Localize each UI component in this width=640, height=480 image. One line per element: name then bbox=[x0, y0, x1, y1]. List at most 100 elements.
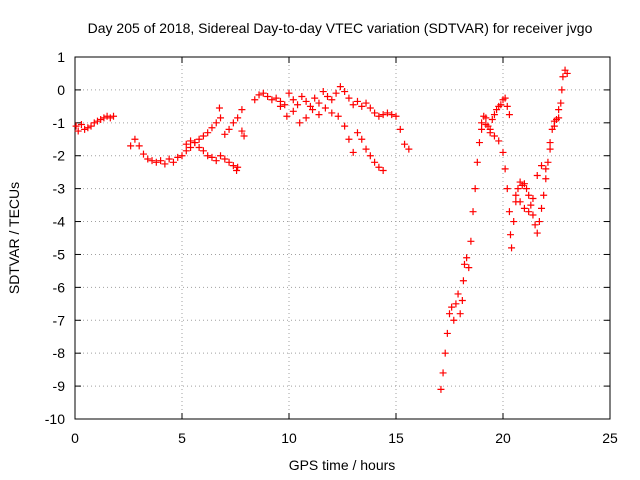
data-point bbox=[178, 152, 186, 160]
data-point bbox=[471, 185, 479, 193]
data-point bbox=[259, 89, 267, 97]
data-point bbox=[81, 125, 89, 133]
data-point bbox=[546, 145, 554, 153]
data-point bbox=[456, 310, 464, 318]
x-tick-label: 10 bbox=[281, 430, 297, 446]
data-point bbox=[501, 94, 509, 102]
data-point bbox=[276, 102, 284, 110]
data-point bbox=[463, 254, 471, 262]
data-point bbox=[441, 349, 449, 357]
x-tick-label: 20 bbox=[495, 430, 511, 446]
data-point bbox=[84, 124, 92, 132]
data-point bbox=[482, 114, 490, 122]
y-tick-label: -3 bbox=[53, 181, 66, 197]
data-point bbox=[110, 112, 118, 120]
plot-frame bbox=[74, 56, 611, 420]
data-point bbox=[341, 88, 349, 96]
y-tick-label: 0 bbox=[57, 82, 65, 98]
data-point bbox=[345, 94, 353, 102]
data-point bbox=[525, 208, 533, 216]
data-point bbox=[358, 135, 366, 143]
data-point bbox=[349, 148, 357, 156]
y-tick-label: -7 bbox=[53, 312, 66, 328]
data-point bbox=[215, 104, 223, 112]
data-point bbox=[349, 101, 357, 109]
data-point bbox=[341, 122, 349, 130]
tick-layer bbox=[74, 56, 611, 420]
data-point bbox=[87, 122, 95, 130]
y-tick-label: -4 bbox=[53, 214, 66, 230]
data-point bbox=[187, 144, 195, 151]
series-segment-8 bbox=[512, 106, 563, 216]
data-point bbox=[251, 96, 259, 104]
data-point bbox=[362, 99, 370, 107]
data-point bbox=[353, 129, 361, 137]
data-point bbox=[315, 99, 323, 107]
series-segment-1 bbox=[72, 112, 118, 135]
data-point bbox=[375, 112, 383, 120]
data-point bbox=[439, 369, 447, 377]
data-point bbox=[544, 158, 552, 166]
data-point bbox=[97, 116, 105, 124]
data-point bbox=[505, 111, 513, 119]
data-point bbox=[405, 145, 413, 153]
data-point bbox=[437, 385, 445, 393]
data-point bbox=[467, 237, 475, 245]
series-segment-2 bbox=[127, 106, 248, 168]
data-point bbox=[542, 165, 550, 173]
data-point bbox=[161, 160, 169, 168]
data-point bbox=[540, 191, 548, 199]
series-segment-5 bbox=[276, 102, 387, 175]
data-point bbox=[555, 114, 563, 122]
data-point bbox=[229, 119, 237, 127]
y-tick-labels: 1 0 -1 -2 -3 -4 -5 -6 -7 -8 -9 -10 bbox=[45, 49, 65, 427]
y-tick-label: -10 bbox=[45, 411, 65, 427]
data-point bbox=[302, 97, 310, 105]
data-point bbox=[157, 157, 165, 165]
data-point bbox=[139, 150, 147, 158]
data-point bbox=[460, 260, 468, 268]
data-point bbox=[324, 92, 332, 100]
data-point bbox=[478, 119, 486, 127]
data-point bbox=[358, 102, 366, 110]
data-point bbox=[450, 316, 458, 324]
data-point bbox=[499, 148, 507, 156]
data-point bbox=[103, 112, 111, 120]
data-point bbox=[238, 127, 246, 135]
data-point bbox=[478, 125, 486, 133]
data-point bbox=[371, 158, 379, 166]
data-point bbox=[550, 122, 558, 130]
data-point bbox=[90, 119, 98, 127]
data-point bbox=[285, 89, 293, 97]
data-point bbox=[506, 231, 514, 239]
series-segment-7 bbox=[478, 66, 571, 252]
data-point bbox=[74, 127, 82, 135]
series-segment-3 bbox=[182, 104, 246, 175]
data-point bbox=[221, 130, 229, 138]
data-point bbox=[309, 106, 317, 114]
data-point bbox=[366, 104, 374, 112]
data-point bbox=[559, 73, 567, 81]
data-point bbox=[501, 165, 509, 173]
data-point bbox=[533, 171, 541, 179]
data-point bbox=[448, 303, 456, 311]
data-point bbox=[195, 144, 203, 151]
data-point bbox=[208, 124, 216, 132]
data-point bbox=[289, 107, 297, 115]
y-tick-label: 1 bbox=[57, 49, 65, 65]
data-point bbox=[319, 88, 327, 96]
data-point bbox=[469, 208, 477, 216]
data-point bbox=[375, 163, 383, 171]
data-point bbox=[383, 109, 391, 117]
data-point bbox=[454, 290, 462, 298]
data-point bbox=[555, 106, 563, 114]
data-point bbox=[520, 180, 528, 188]
data-point bbox=[443, 329, 451, 337]
data-point bbox=[486, 129, 494, 137]
x-tick-labels: 0 5 10 15 20 25 bbox=[71, 430, 618, 446]
y-tick-label: -9 bbox=[53, 378, 66, 394]
data-point bbox=[514, 185, 522, 193]
data-point bbox=[294, 101, 302, 109]
data-point bbox=[328, 96, 336, 104]
data-point bbox=[199, 147, 207, 155]
